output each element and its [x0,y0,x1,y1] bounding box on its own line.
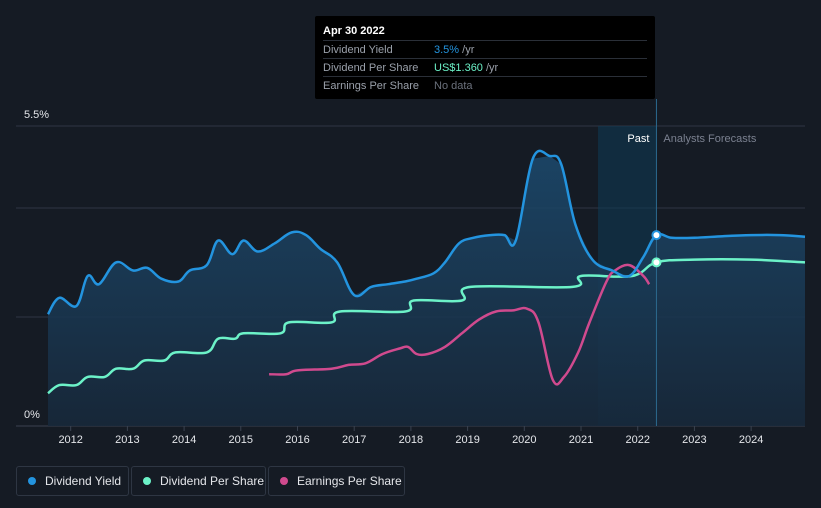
x-tick-label: 2013 [115,434,139,446]
tooltip-value: US$1.360 /yr [434,62,499,74]
x-tick-label: 2023 [682,434,706,446]
dividend-per-share-line [47,257,806,395]
earnings-per-share-line [269,263,651,386]
x-tick-label: 2024 [739,434,763,446]
x-tick-label: 2022 [625,434,649,446]
tooltip-row-dividend-per-share: Dividend Per Share US$1.360 /yr [323,58,647,77]
x-tick-label: 2019 [455,434,479,446]
x-tick-label: 2018 [399,434,423,446]
legend-dividend-per-share[interactable]: Dividend Per Share [131,466,266,496]
x-tick-label: 2014 [172,434,196,446]
y-axis-bottom-label: 0% [24,409,40,421]
tooltip-label: Dividend Per Share [323,62,419,74]
analysts-forecasts-label: Analysts Forecasts [663,133,756,145]
legend-earnings-per-share[interactable]: Earnings Per Share [268,466,405,496]
x-axis-ticks: 2012 2013 2014 2015 2016 2017 2018 2019 2020 2021… [58,426,763,446]
tooltip-date: Apr 30 2022 [323,25,385,37]
tooltip-label: Dividend Yield [323,44,393,56]
dividend-yield-line [46,149,806,315]
x-tick-label: 2012 [58,434,82,446]
legend-dot-icon [280,477,288,485]
legend-dot-icon [28,477,36,485]
legend-label: Earnings Per Share [297,474,402,488]
y-axis-top-label: 5.5% [24,109,49,121]
dividend-yield-marker [651,230,662,241]
past-label: Past [627,133,649,145]
legend-label: Dividend Per Share [160,474,265,488]
data-tooltip: Apr 30 2022 Dividend Yield 3.5% /yr Divi… [315,16,655,99]
x-tick-label: 2015 [229,434,253,446]
legend-label: Dividend Yield [45,474,122,488]
x-tick-label: 2020 [512,434,536,446]
tooltip-value: No data [434,80,473,92]
x-tick-label: 2016 [285,434,309,446]
legend-dividend-yield[interactable]: Dividend Yield [16,466,129,496]
tooltip-label: Earnings Per Share [323,80,419,92]
x-tick-label: 2017 [342,434,366,446]
tooltip-row-dividend-yield: Dividend Yield 3.5% /yr [323,40,647,59]
tooltip-value: 3.5% /yr [434,44,475,56]
x-tick-label: 2021 [569,434,593,446]
tooltip-row-earnings-per-share: Earnings Per Share No data [323,76,647,95]
dividend-per-share-marker [651,257,662,268]
legend-dot-icon [143,477,151,485]
dividend-yield-area [48,156,805,426]
